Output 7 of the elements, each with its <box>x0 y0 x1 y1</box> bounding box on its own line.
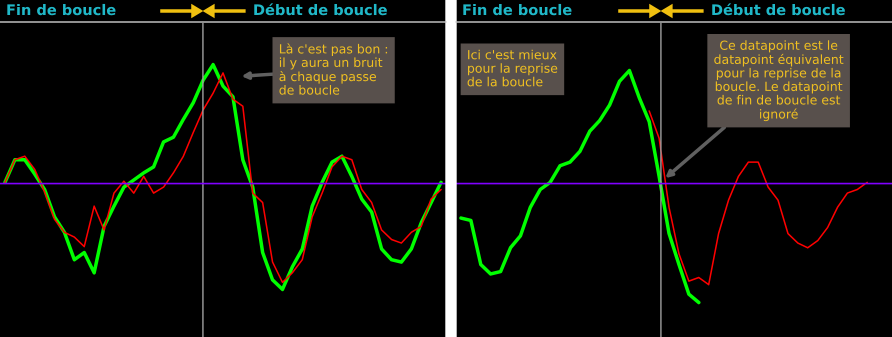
annotation: Ce datapoint est le datapoint équivalent pour la reprise de la boucle. Le datapoint de fin de boucle est ignoré <box>714 40 844 122</box>
annotation: Là c'est pas bon : il y aura un bruit à chaque passe de boucle <box>279 43 388 95</box>
text: Début de boucle <box>254 3 387 16</box>
text: Fin de boucle <box>7 4 116 16</box>
text: Début de boucle <box>712 3 845 16</box>
annotation: Ici c'est mieux pour la reprise de la boucle <box>468 50 558 86</box>
text: Fin de boucle <box>463 4 572 16</box>
